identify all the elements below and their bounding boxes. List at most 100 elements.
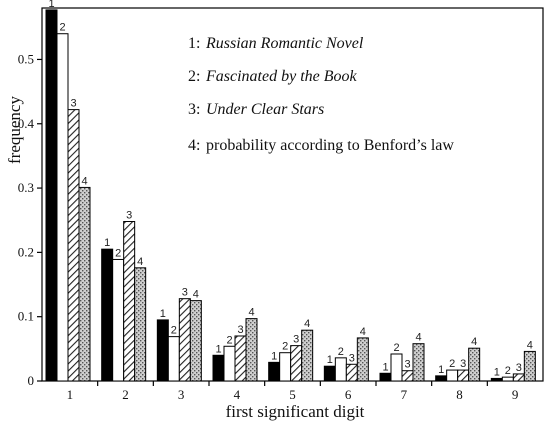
x-tick-label: 3	[178, 387, 185, 402]
bar-label-series-4: 4	[304, 318, 310, 330]
legend-number: 2:	[188, 68, 200, 85]
bar-series-4	[134, 267, 147, 382]
bar-label-series-3: 3	[460, 358, 466, 370]
bar-series-4	[78, 186, 91, 382]
bar-label-series-2: 2	[59, 22, 65, 34]
bar-series-1	[101, 248, 114, 382]
bar-label-series-1: 1	[327, 354, 333, 366]
bar-label-series-3: 3	[237, 324, 243, 336]
bar-series-2	[167, 336, 180, 382]
bar-series-1	[490, 377, 503, 382]
y-tick-label: 0.2	[18, 244, 34, 259]
x-tick-label: 4	[234, 387, 241, 402]
legend-text: Under Clear Stars	[206, 101, 324, 118]
bar-label-series-2: 2	[226, 334, 232, 346]
bar-label-series-4: 4	[471, 336, 477, 348]
bar-series-4	[245, 318, 258, 382]
y-tick-label: 0	[28, 373, 35, 388]
x-tick-label: 9	[512, 387, 519, 402]
bar-series-4	[468, 347, 481, 382]
bar-series-2	[56, 33, 69, 382]
bar-series-3	[234, 335, 247, 382]
bar-label-series-2: 2	[505, 365, 511, 377]
bar-series-2	[446, 369, 459, 382]
bar-label-series-4: 4	[527, 339, 533, 351]
bar-series-4	[412, 343, 425, 382]
legend-text: Russian Romantic Novel	[205, 35, 364, 52]
bar-label-series-3: 3	[516, 362, 522, 374]
bar-series-1	[435, 375, 448, 382]
legend-number: 4:	[188, 137, 200, 154]
bar-label-series-3: 3	[182, 287, 188, 299]
bar-label-series-2: 2	[115, 247, 121, 259]
bar-series-2	[501, 376, 514, 382]
x-tick-label: 6	[345, 387, 352, 402]
bar-series-2	[334, 357, 347, 382]
bar-series-1	[268, 361, 281, 382]
bar-label-series-3: 3	[404, 359, 410, 371]
bar-series-2	[223, 345, 236, 382]
bar-series-3	[178, 298, 191, 382]
bar-label-series-3: 3	[126, 210, 132, 222]
y-tick-label: 0.3	[18, 180, 34, 195]
legend-number: 1:	[188, 35, 200, 52]
x-axis-title: first significant digit	[226, 402, 365, 421]
bar-label-series-4: 4	[81, 175, 87, 187]
bar-label-series-3: 3	[349, 352, 355, 364]
bar-label-series-3: 3	[70, 98, 76, 110]
bar-series-3	[512, 373, 525, 382]
x-tick-label: 5	[289, 387, 296, 402]
bar-label-series-2: 2	[449, 358, 455, 370]
legend: 1: Russian Romantic Novel 2: Fascinated …	[188, 35, 454, 154]
x-tick-label: 8	[456, 387, 463, 402]
bar-series-3	[401, 370, 414, 382]
bar-series-3	[457, 369, 470, 382]
y-tick-label: 0.4	[18, 116, 35, 131]
x-tick-label: 2	[122, 387, 129, 402]
bar-label-series-1: 1	[160, 308, 166, 320]
bar-label-series-2: 2	[338, 346, 344, 358]
bar-label-series-1: 1	[215, 343, 221, 355]
bar-label-series-4: 4	[193, 289, 199, 301]
bar-label-series-4: 4	[248, 307, 254, 319]
bar-series-3	[345, 363, 358, 382]
bar-label-series-1: 1	[382, 361, 388, 373]
legend-entry-2: 2: Fascinated by the Book	[188, 68, 358, 85]
bar-label-series-1: 1	[48, 0, 54, 10]
bar-series-4	[301, 329, 314, 382]
bar-series-1	[379, 372, 392, 382]
y-axis-title: frequency	[5, 96, 24, 164]
legend-entry-1: 1: Russian Romantic Novel	[188, 35, 364, 52]
legend-entry-3: 3: Under Clear Stars	[188, 101, 324, 118]
bar-label-series-2: 2	[282, 341, 288, 353]
bar-series-2	[390, 353, 403, 382]
legend-number: 3:	[188, 101, 200, 118]
bar-series-4	[189, 300, 202, 382]
bar-series-3	[67, 109, 80, 382]
bar-label-series-3: 3	[293, 334, 299, 346]
bar-label-series-1: 1	[438, 364, 444, 376]
bar-series-4	[523, 350, 536, 382]
bar-series-4	[356, 337, 369, 382]
bar-series-1	[323, 365, 336, 382]
bar-label-series-2: 2	[393, 342, 399, 354]
bar-label-series-4: 4	[415, 332, 421, 344]
bar-series-2	[279, 352, 292, 382]
bar-label-series-4: 4	[360, 326, 366, 338]
bar-label-series-1: 1	[494, 366, 500, 378]
bar-series-3	[290, 345, 303, 382]
legend-text: Fascinated by the Book	[205, 68, 358, 85]
legend-entry-4: 4: probability according to Benford’s la…	[188, 137, 454, 154]
bar-label-series-2: 2	[171, 325, 177, 337]
bar-label-series-1: 1	[104, 237, 110, 249]
bar-label-series-1: 1	[271, 350, 277, 362]
bar-series-1	[156, 319, 169, 382]
bar-series-1	[212, 354, 225, 382]
bar-series-1	[45, 9, 58, 382]
bar-series-2	[112, 258, 125, 382]
bar-series-3	[123, 221, 136, 382]
x-tick-label: 7	[401, 387, 408, 402]
legend-text: probability according to Benford’s law	[206, 137, 454, 154]
